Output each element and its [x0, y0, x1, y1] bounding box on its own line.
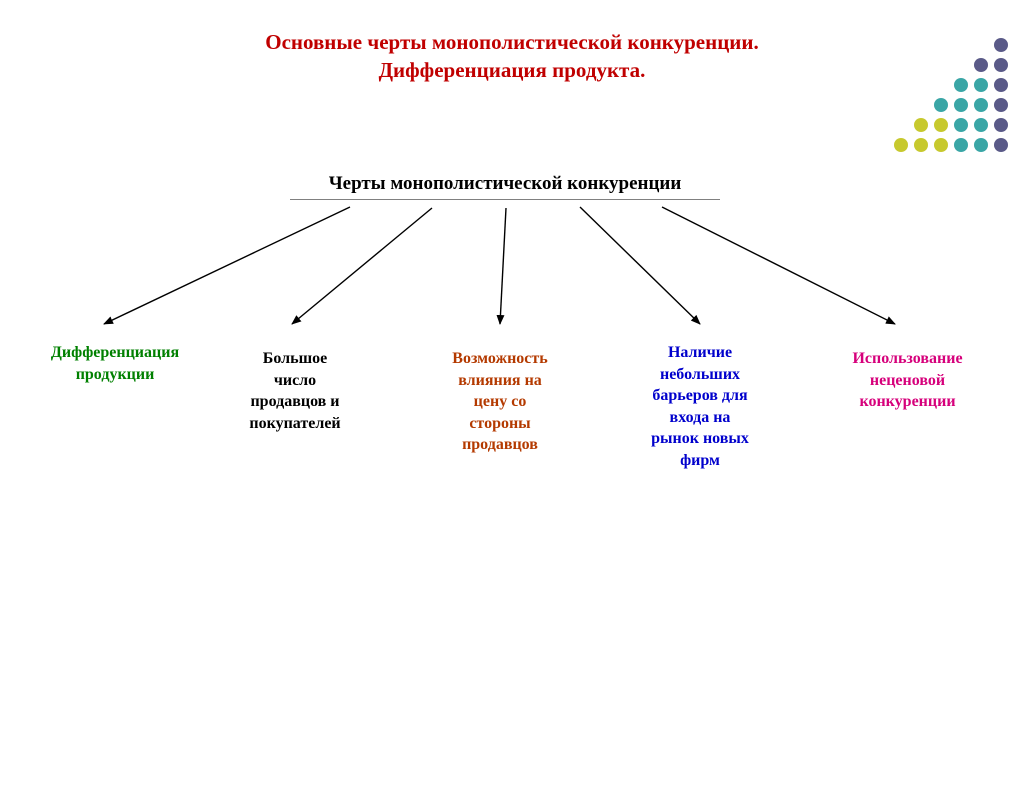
arrow-2 — [500, 208, 506, 324]
dot-pattern — [894, 38, 1008, 158]
branch-line: покупателей — [220, 413, 370, 435]
branch-line: конкуренции — [820, 391, 995, 413]
branch-line: стороны — [420, 413, 580, 435]
page-title: Основные черты монополистической конкуре… — [0, 28, 1024, 85]
branch-line: Дифференциация — [30, 342, 200, 364]
branch-line: число — [220, 370, 370, 392]
subtitle-text: Черты монополистической конкуренции — [329, 173, 682, 194]
branch-line: продавцов — [420, 434, 580, 456]
branch-line: входа на — [620, 407, 780, 429]
branch-line: цену со — [420, 391, 580, 413]
arrow-4 — [662, 207, 895, 324]
diagram-root-label: Черты монополистической конкуренции — [290, 173, 720, 200]
branch-line: продавцов и — [220, 391, 370, 413]
arrow-1 — [292, 208, 432, 324]
branch-line: небольших — [620, 364, 780, 386]
arrow-0 — [104, 207, 350, 324]
branch-line: Наличие — [620, 342, 780, 364]
title-line-2: Дифференциация продукта. — [0, 56, 1024, 84]
branch-line: влияния на — [420, 370, 580, 392]
branch-line: Большое — [220, 348, 370, 370]
branch-line: Возможность — [420, 348, 580, 370]
branch-0: Дифференциацияпродукции — [30, 342, 200, 385]
branch-3: Наличиенебольшихбарьеров длявхода нарыно… — [620, 342, 780, 472]
arrow-3 — [580, 207, 700, 324]
branch-line: фирм — [620, 450, 780, 472]
branch-2: Возможностьвлияния нацену состороныпрода… — [420, 348, 580, 456]
branch-4: Использованиенеценовойконкуренции — [820, 348, 995, 413]
title-line-1: Основные черты монополистической конкуре… — [0, 28, 1024, 56]
branch-line: продукции — [30, 364, 200, 386]
branch-line: барьеров для — [620, 385, 780, 407]
branch-line: неценовой — [820, 370, 995, 392]
branch-1: Большоечислопродавцов ипокупателей — [220, 348, 370, 434]
branch-line: рынок новых — [620, 428, 780, 450]
branch-line: Использование — [820, 348, 995, 370]
